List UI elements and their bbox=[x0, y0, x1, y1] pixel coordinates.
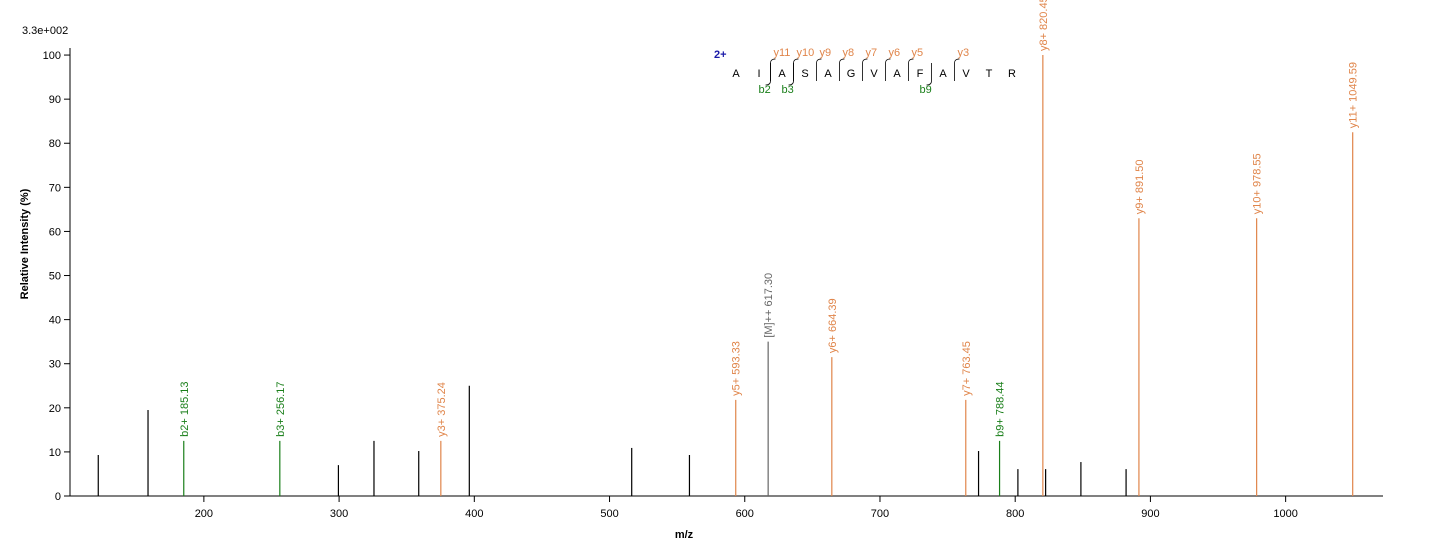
y-tick-label: 50 bbox=[49, 271, 61, 283]
peak-label: b2+ 185.13 bbox=[179, 382, 191, 437]
peak-label: [M]++ 617.30 bbox=[763, 273, 775, 338]
y-ion-label: y7 bbox=[866, 47, 878, 59]
peak-label: y11+ 1049.59 bbox=[1348, 62, 1360, 128]
b-ion-label: b3 bbox=[782, 84, 794, 96]
peak-label: y5+ 593.33 bbox=[731, 341, 743, 396]
x-tick-label: 1000 bbox=[1273, 508, 1297, 520]
peak-label: y9+ 891.50 bbox=[1134, 159, 1146, 214]
residue: F bbox=[917, 68, 924, 80]
y-tick-label: 30 bbox=[49, 359, 61, 371]
residue: A bbox=[939, 68, 947, 80]
y-axis-label: Relative Intensity (%) bbox=[19, 188, 31, 299]
y-tick-label: 40 bbox=[49, 315, 61, 327]
residue: G bbox=[847, 68, 856, 80]
x-tick-label: 400 bbox=[465, 508, 483, 520]
y-ion-marker bbox=[862, 58, 868, 81]
y-tick-label: 10 bbox=[49, 447, 61, 459]
residue: I bbox=[757, 68, 760, 80]
b-ion-label: b9 bbox=[920, 84, 932, 96]
y-tick-label: 90 bbox=[49, 94, 61, 106]
y-ion-label: y5 bbox=[912, 47, 924, 59]
y-tick-label: 80 bbox=[49, 138, 61, 150]
x-tick-label: 700 bbox=[871, 508, 889, 520]
residue: R bbox=[1008, 68, 1016, 80]
y-ion-marker bbox=[908, 58, 914, 81]
x-tick-label: 600 bbox=[736, 508, 754, 520]
b-ion-marker bbox=[765, 63, 771, 86]
y-ion-label: y3 bbox=[958, 47, 970, 59]
scale-label: 3.3e+002 bbox=[22, 25, 68, 37]
y-ion-marker bbox=[793, 58, 799, 81]
b-ion-marker bbox=[788, 63, 794, 86]
residue: T bbox=[986, 68, 993, 80]
y-ion-marker bbox=[885, 58, 891, 81]
x-axis-label: m/z bbox=[675, 529, 694, 541]
x-tick-label: 200 bbox=[195, 508, 213, 520]
residue: A bbox=[778, 68, 786, 80]
y-ion-marker bbox=[839, 58, 845, 81]
x-tick-label: 300 bbox=[330, 508, 348, 520]
y-ion-marker bbox=[954, 58, 960, 81]
x-tick-label: 800 bbox=[1006, 508, 1024, 520]
peak-label: y6+ 664.39 bbox=[827, 298, 839, 353]
y-ion-label: y9 bbox=[820, 47, 832, 59]
y-ion-label: y11 bbox=[774, 47, 791, 59]
y-tick-label: 100 bbox=[43, 50, 61, 62]
peak-label: y3+ 375.24 bbox=[436, 382, 448, 437]
residue: V bbox=[962, 68, 970, 80]
x-tick-label: 500 bbox=[600, 508, 618, 520]
y-tick-label: 0 bbox=[55, 491, 61, 503]
y-ion-marker bbox=[770, 58, 776, 81]
y-ion-label: y6 bbox=[889, 47, 901, 59]
peak-label: y10+ 978.55 bbox=[1252, 153, 1264, 214]
residue: S bbox=[801, 68, 808, 80]
peak-label: b3+ 256.17 bbox=[275, 382, 287, 437]
residue: A bbox=[824, 68, 832, 80]
peak-label: y8+ 820.45 bbox=[1038, 0, 1050, 51]
y-ion-label: y10 bbox=[797, 47, 815, 59]
peak-label: y7+ 763.45 bbox=[961, 341, 973, 396]
b-ion-label: b2 bbox=[759, 84, 771, 96]
y-ion-label: y8 bbox=[843, 47, 855, 59]
y-tick-label: 20 bbox=[49, 403, 61, 415]
y-tick-label: 60 bbox=[49, 226, 61, 238]
b-ion-marker bbox=[926, 63, 932, 86]
charge-label: 2+ bbox=[714, 49, 727, 61]
x-tick-label: 900 bbox=[1141, 508, 1159, 520]
residue: A bbox=[732, 68, 740, 80]
peak-label: b9+ 788.44 bbox=[995, 382, 1007, 437]
residue: A bbox=[893, 68, 901, 80]
y-tick-label: 70 bbox=[49, 182, 61, 194]
y-ion-marker bbox=[816, 58, 822, 81]
residue: V bbox=[870, 68, 878, 80]
